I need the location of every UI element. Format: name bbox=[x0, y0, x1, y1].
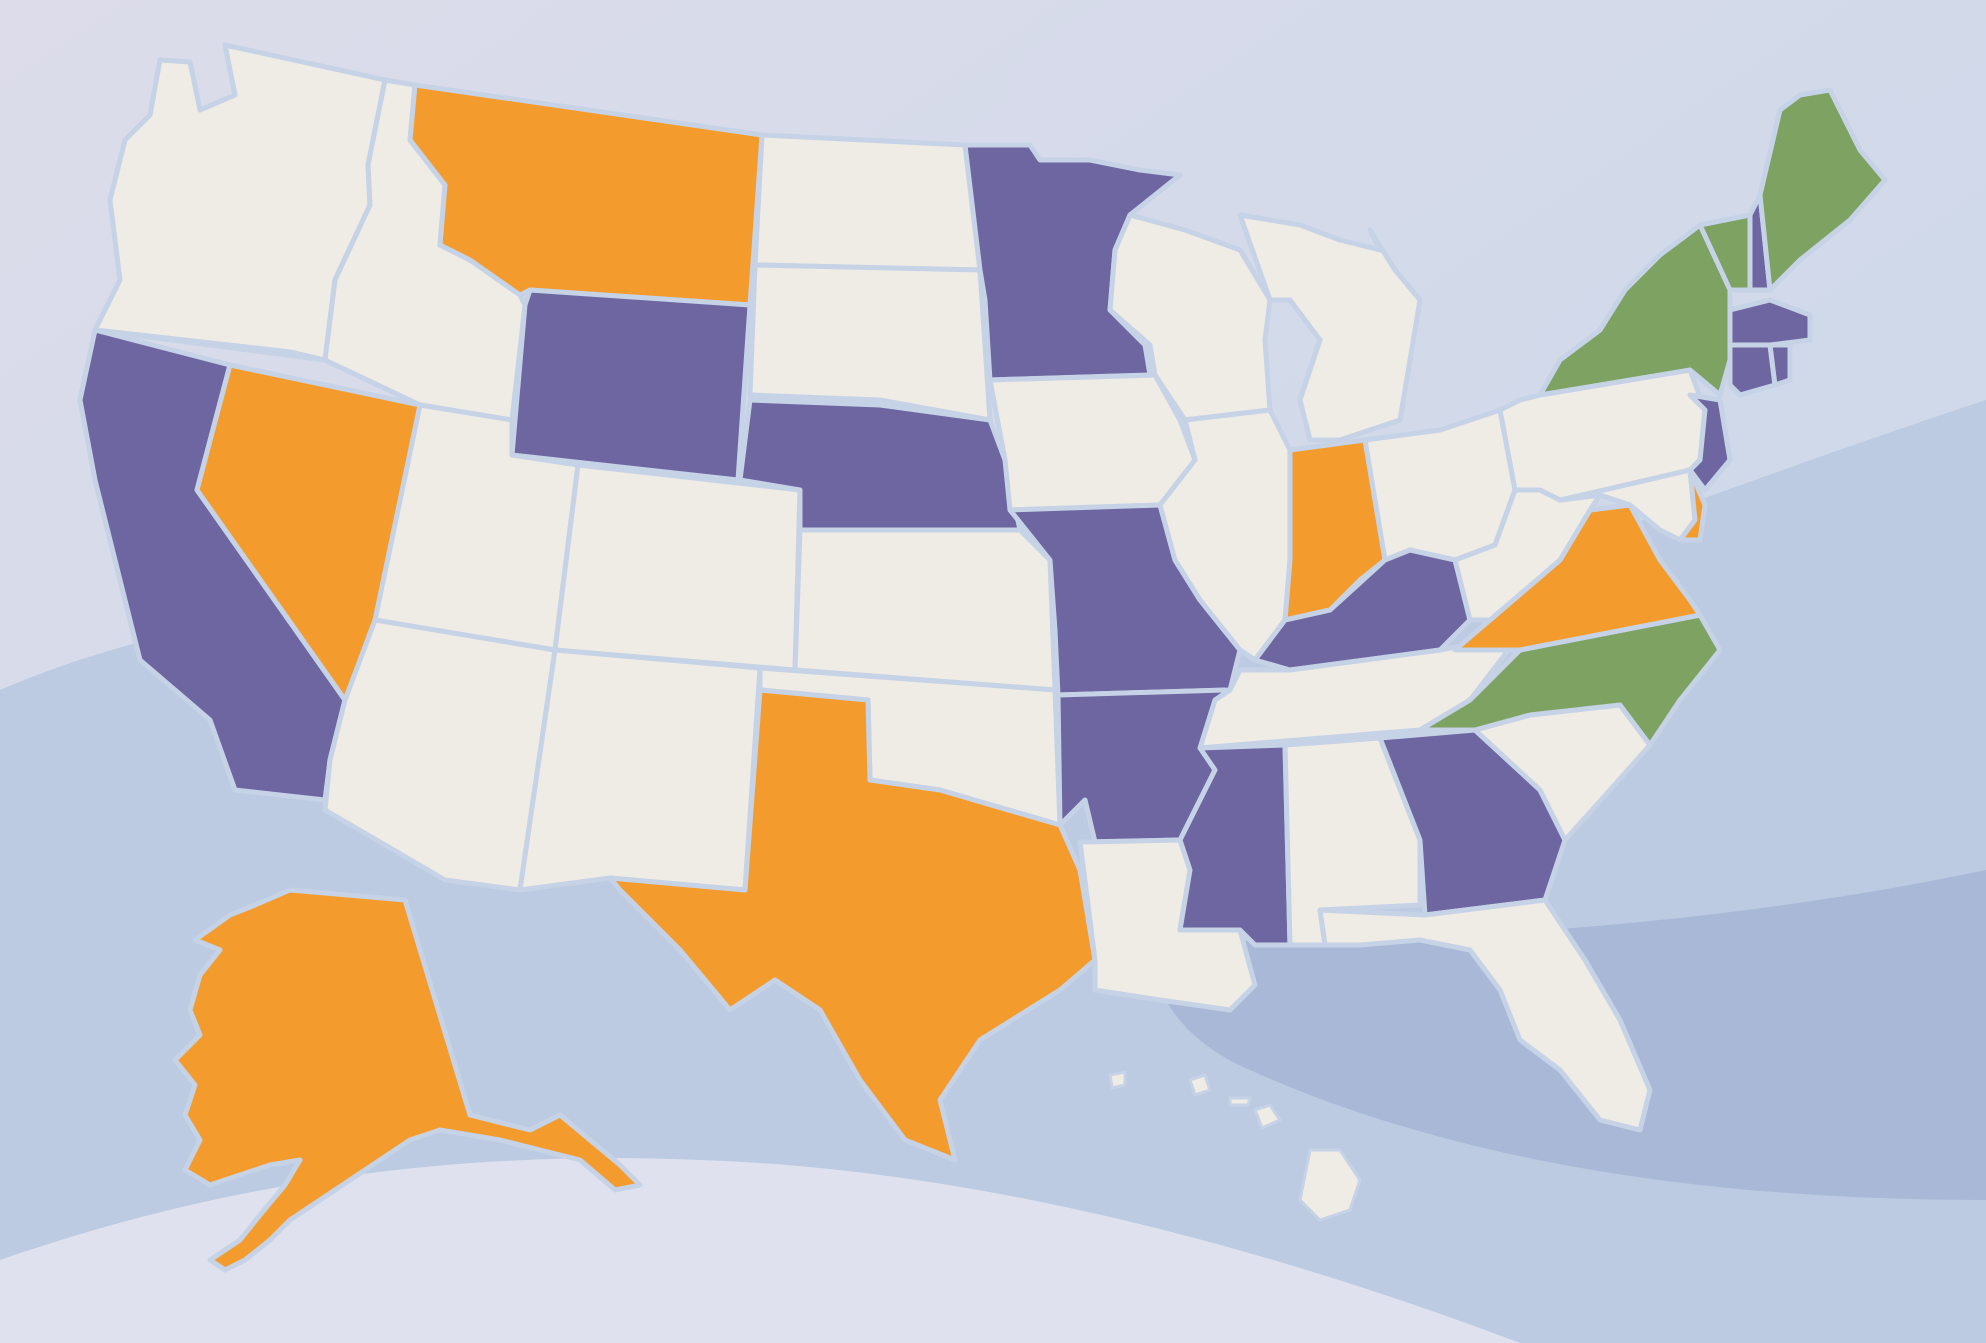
state-north-dakota[interactable] bbox=[752, 132, 983, 273]
state-hawaii[interactable] bbox=[1298, 1148, 1362, 1222]
state-connecticut[interactable] bbox=[1727, 342, 1778, 398]
state-hawaii-kauai[interactable] bbox=[1108, 1070, 1127, 1090]
state-tennessee[interactable] bbox=[1197, 632, 1523, 751]
state-hawaii-maui[interactable] bbox=[1253, 1103, 1282, 1130]
state-texas[interactable] bbox=[607, 687, 1098, 1163]
state-hawaii-molokai[interactable] bbox=[1228, 1096, 1252, 1107]
state-hawaii-group bbox=[1108, 1070, 1362, 1222]
state-new-jersey[interactable] bbox=[1687, 392, 1733, 493]
wave-light bbox=[0, 1158, 1520, 1343]
state-michigan[interactable] bbox=[1237, 212, 1423, 443]
state-new-mexico[interactable] bbox=[517, 647, 763, 893]
state-wyoming[interactable] bbox=[509, 287, 753, 483]
state-alaska[interactable] bbox=[172, 887, 643, 1273]
state-rhode-island[interactable] bbox=[1767, 342, 1793, 388]
state-delaware[interactable] bbox=[1677, 467, 1708, 543]
state-south-dakota[interactable] bbox=[747, 262, 993, 423]
state-florida[interactable] bbox=[1317, 897, 1653, 1133]
states-layer bbox=[77, 42, 1888, 1273]
state-north-carolina[interactable] bbox=[1417, 612, 1723, 748]
state-illinois[interactable] bbox=[1157, 407, 1293, 663]
state-colorado[interactable] bbox=[552, 462, 803, 673]
state-hawaii-oahu[interactable] bbox=[1188, 1073, 1212, 1097]
state-iowa[interactable] bbox=[987, 372, 1198, 513]
state-kansas[interactable] bbox=[792, 527, 1058, 693]
state-maine[interactable] bbox=[1757, 87, 1888, 293]
